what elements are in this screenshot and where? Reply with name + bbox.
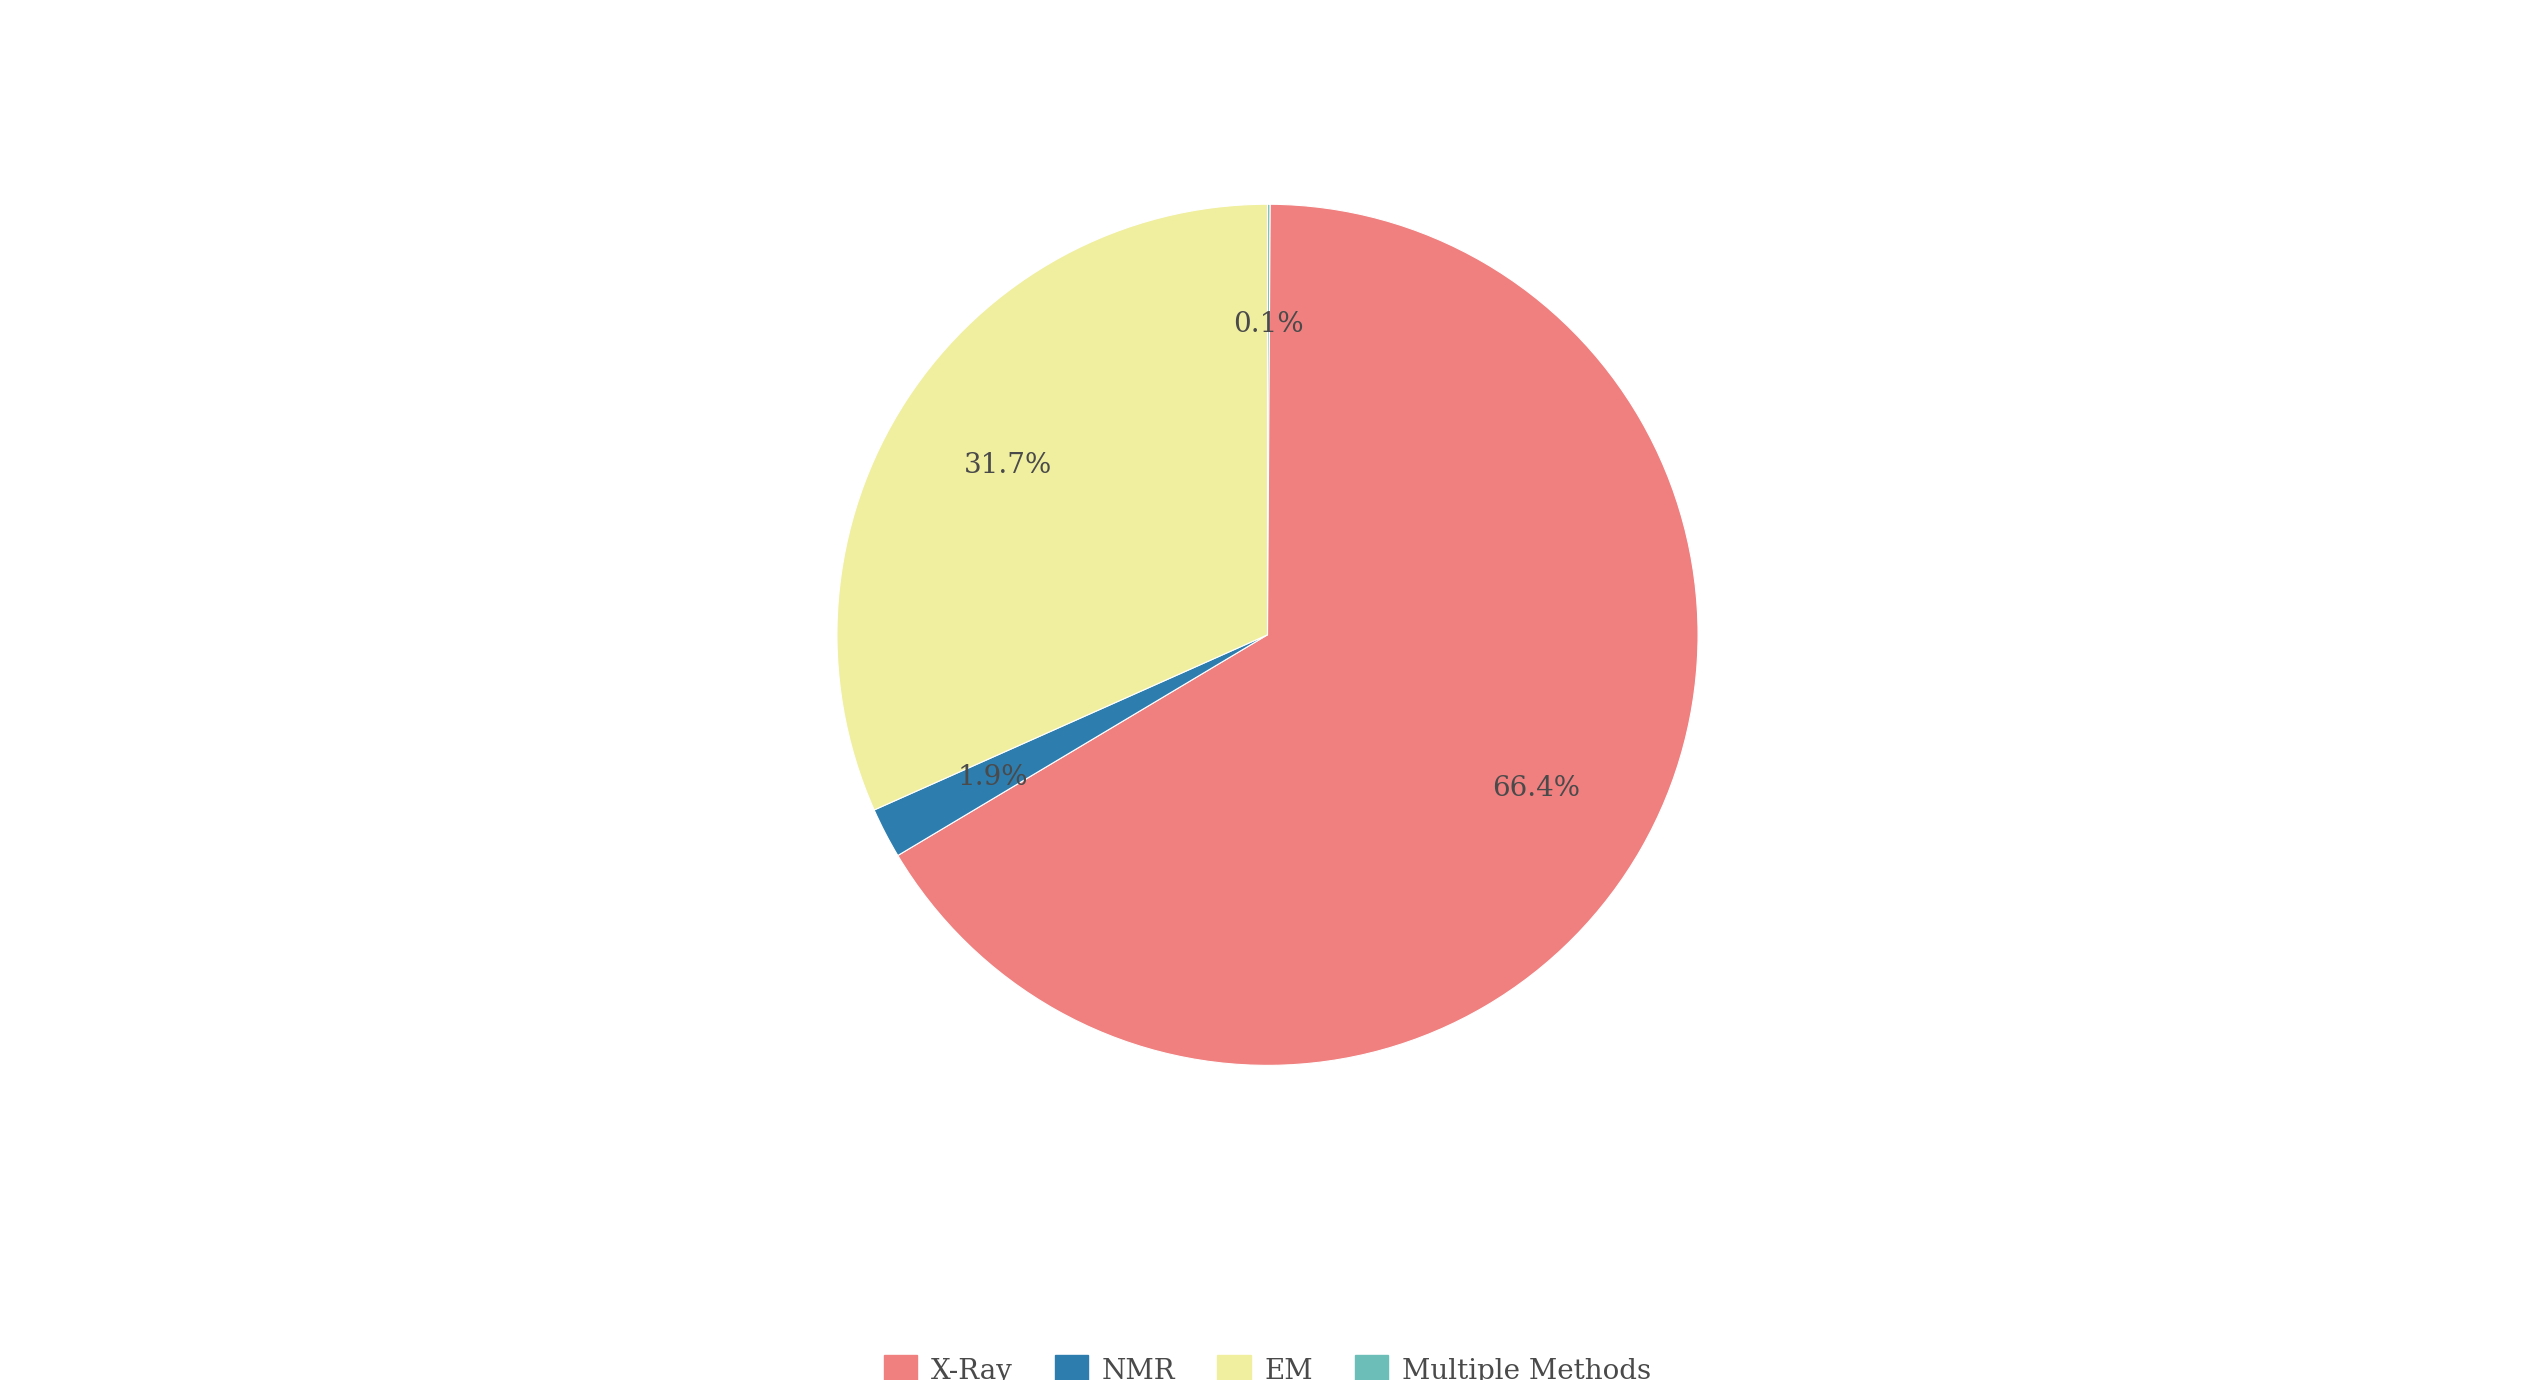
- Wedge shape: [837, 204, 1268, 810]
- Text: 1.9%: 1.9%: [958, 765, 1027, 791]
- Wedge shape: [1268, 204, 1270, 635]
- Text: 0.1%: 0.1%: [1232, 312, 1303, 338]
- Wedge shape: [875, 635, 1268, 856]
- Text: 66.4%: 66.4%: [1493, 776, 1582, 802]
- Text: 31.7%: 31.7%: [963, 453, 1052, 479]
- Wedge shape: [897, 204, 1698, 1065]
- Legend: X-Ray, NMR, EM, Multiple Methods: X-Ray, NMR, EM, Multiple Methods: [872, 1344, 1663, 1380]
